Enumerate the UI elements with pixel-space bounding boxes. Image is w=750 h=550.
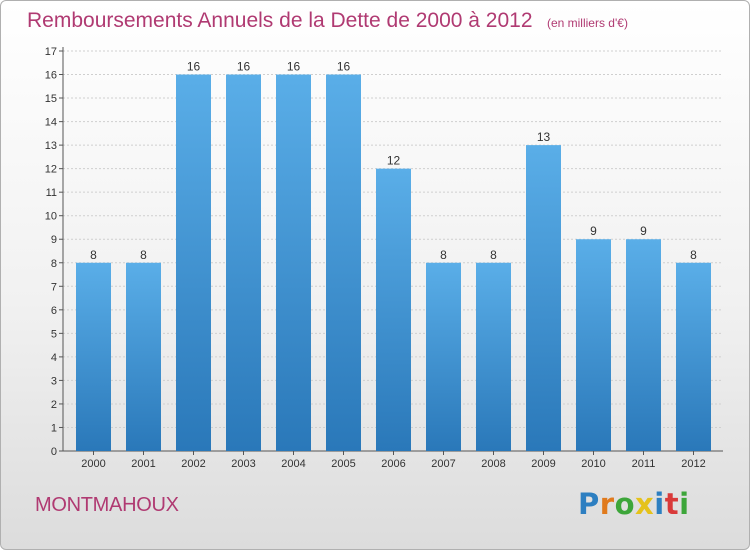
data-label: 8 <box>90 248 97 262</box>
y-tick-label: 6 <box>51 305 57 317</box>
data-label: 13 <box>537 130 551 144</box>
bar-2006 <box>376 168 411 451</box>
bar-2007 <box>426 262 461 451</box>
logo-letter: i <box>654 487 665 521</box>
municipality-name: MONTMAHOUX <box>35 494 179 516</box>
x-tick-label: 2010 <box>581 458 605 470</box>
chart-title: Remboursements Annuels de la Dette de 20… <box>27 9 533 32</box>
logo-letter: x <box>635 487 655 521</box>
bar-2004 <box>276 74 311 451</box>
bars <box>76 74 711 451</box>
labels: 0123456789101112131415161782000820011620… <box>45 46 706 470</box>
y-tick-label: 17 <box>45 46 57 58</box>
bar-2003 <box>226 74 261 451</box>
x-tick-label: 2004 <box>281 458 305 470</box>
x-tick-label: 2001 <box>131 458 155 470</box>
y-tick-label: 11 <box>46 187 57 199</box>
data-label: 16 <box>287 60 301 74</box>
data-label: 16 <box>187 60 201 74</box>
y-tick-label: 13 <box>45 140 57 152</box>
data-label: 8 <box>690 248 697 262</box>
bar-2002 <box>176 74 211 451</box>
y-tick-label: 0 <box>51 446 57 458</box>
y-tick-label: 5 <box>51 328 57 340</box>
y-tick-label: 2 <box>51 399 57 411</box>
y-tick-label: 16 <box>45 70 57 82</box>
bar-2012 <box>676 262 711 451</box>
data-label: 16 <box>337 60 351 74</box>
x-tick-label: 2011 <box>632 458 656 470</box>
x-tick-label: 2005 <box>331 458 355 470</box>
data-label: 9 <box>640 224 647 238</box>
x-tick-label: 2000 <box>81 458 105 470</box>
y-tick-label: 14 <box>45 117 57 129</box>
y-tick-label: 7 <box>51 281 57 293</box>
y-tick-label: 15 <box>45 93 57 105</box>
logo-letter: r <box>599 487 615 521</box>
logo-letter: i <box>679 487 690 521</box>
bar-2001 <box>126 262 161 451</box>
y-tick-label: 4 <box>51 352 57 364</box>
data-label: 12 <box>387 154 401 168</box>
x-tick-label: 2006 <box>381 458 405 470</box>
bar-2009 <box>526 145 561 451</box>
x-tick-label: 2002 <box>181 458 205 470</box>
y-tick-label: 8 <box>51 258 57 270</box>
chart-subtitle: (en milliers d'€) <box>546 16 628 30</box>
grid <box>63 50 723 452</box>
data-label: 8 <box>440 248 447 262</box>
x-tick-label: 2003 <box>231 458 255 470</box>
logo-letter: o <box>614 487 636 521</box>
x-tick-label: 2008 <box>481 458 505 470</box>
data-label: 16 <box>237 60 251 74</box>
bar-2005 <box>326 74 361 451</box>
x-tick-label: 2012 <box>681 458 705 470</box>
bar-2011 <box>626 239 661 451</box>
bar-2000 <box>76 262 111 451</box>
y-tick-label: 10 <box>45 211 57 223</box>
y-tick-label: 1 <box>51 422 57 434</box>
proxiti-logo: Proxiti <box>578 487 690 521</box>
x-tick-label: 2009 <box>531 458 555 470</box>
data-label: 9 <box>590 224 597 238</box>
y-tick-label: 9 <box>51 234 57 246</box>
logo-letter: t <box>664 487 680 521</box>
y-tick-label: 12 <box>45 164 57 176</box>
y-tick-label: 3 <box>51 375 57 387</box>
logo-letter: P <box>578 487 600 521</box>
x-tick-label: 2007 <box>431 458 455 470</box>
bar-2008 <box>476 262 511 451</box>
chart-title-block: Remboursements Annuels de la Dette de 20… <box>27 9 628 33</box>
data-label: 8 <box>140 248 147 262</box>
bar-2010 <box>576 239 611 451</box>
data-label: 8 <box>490 248 497 262</box>
